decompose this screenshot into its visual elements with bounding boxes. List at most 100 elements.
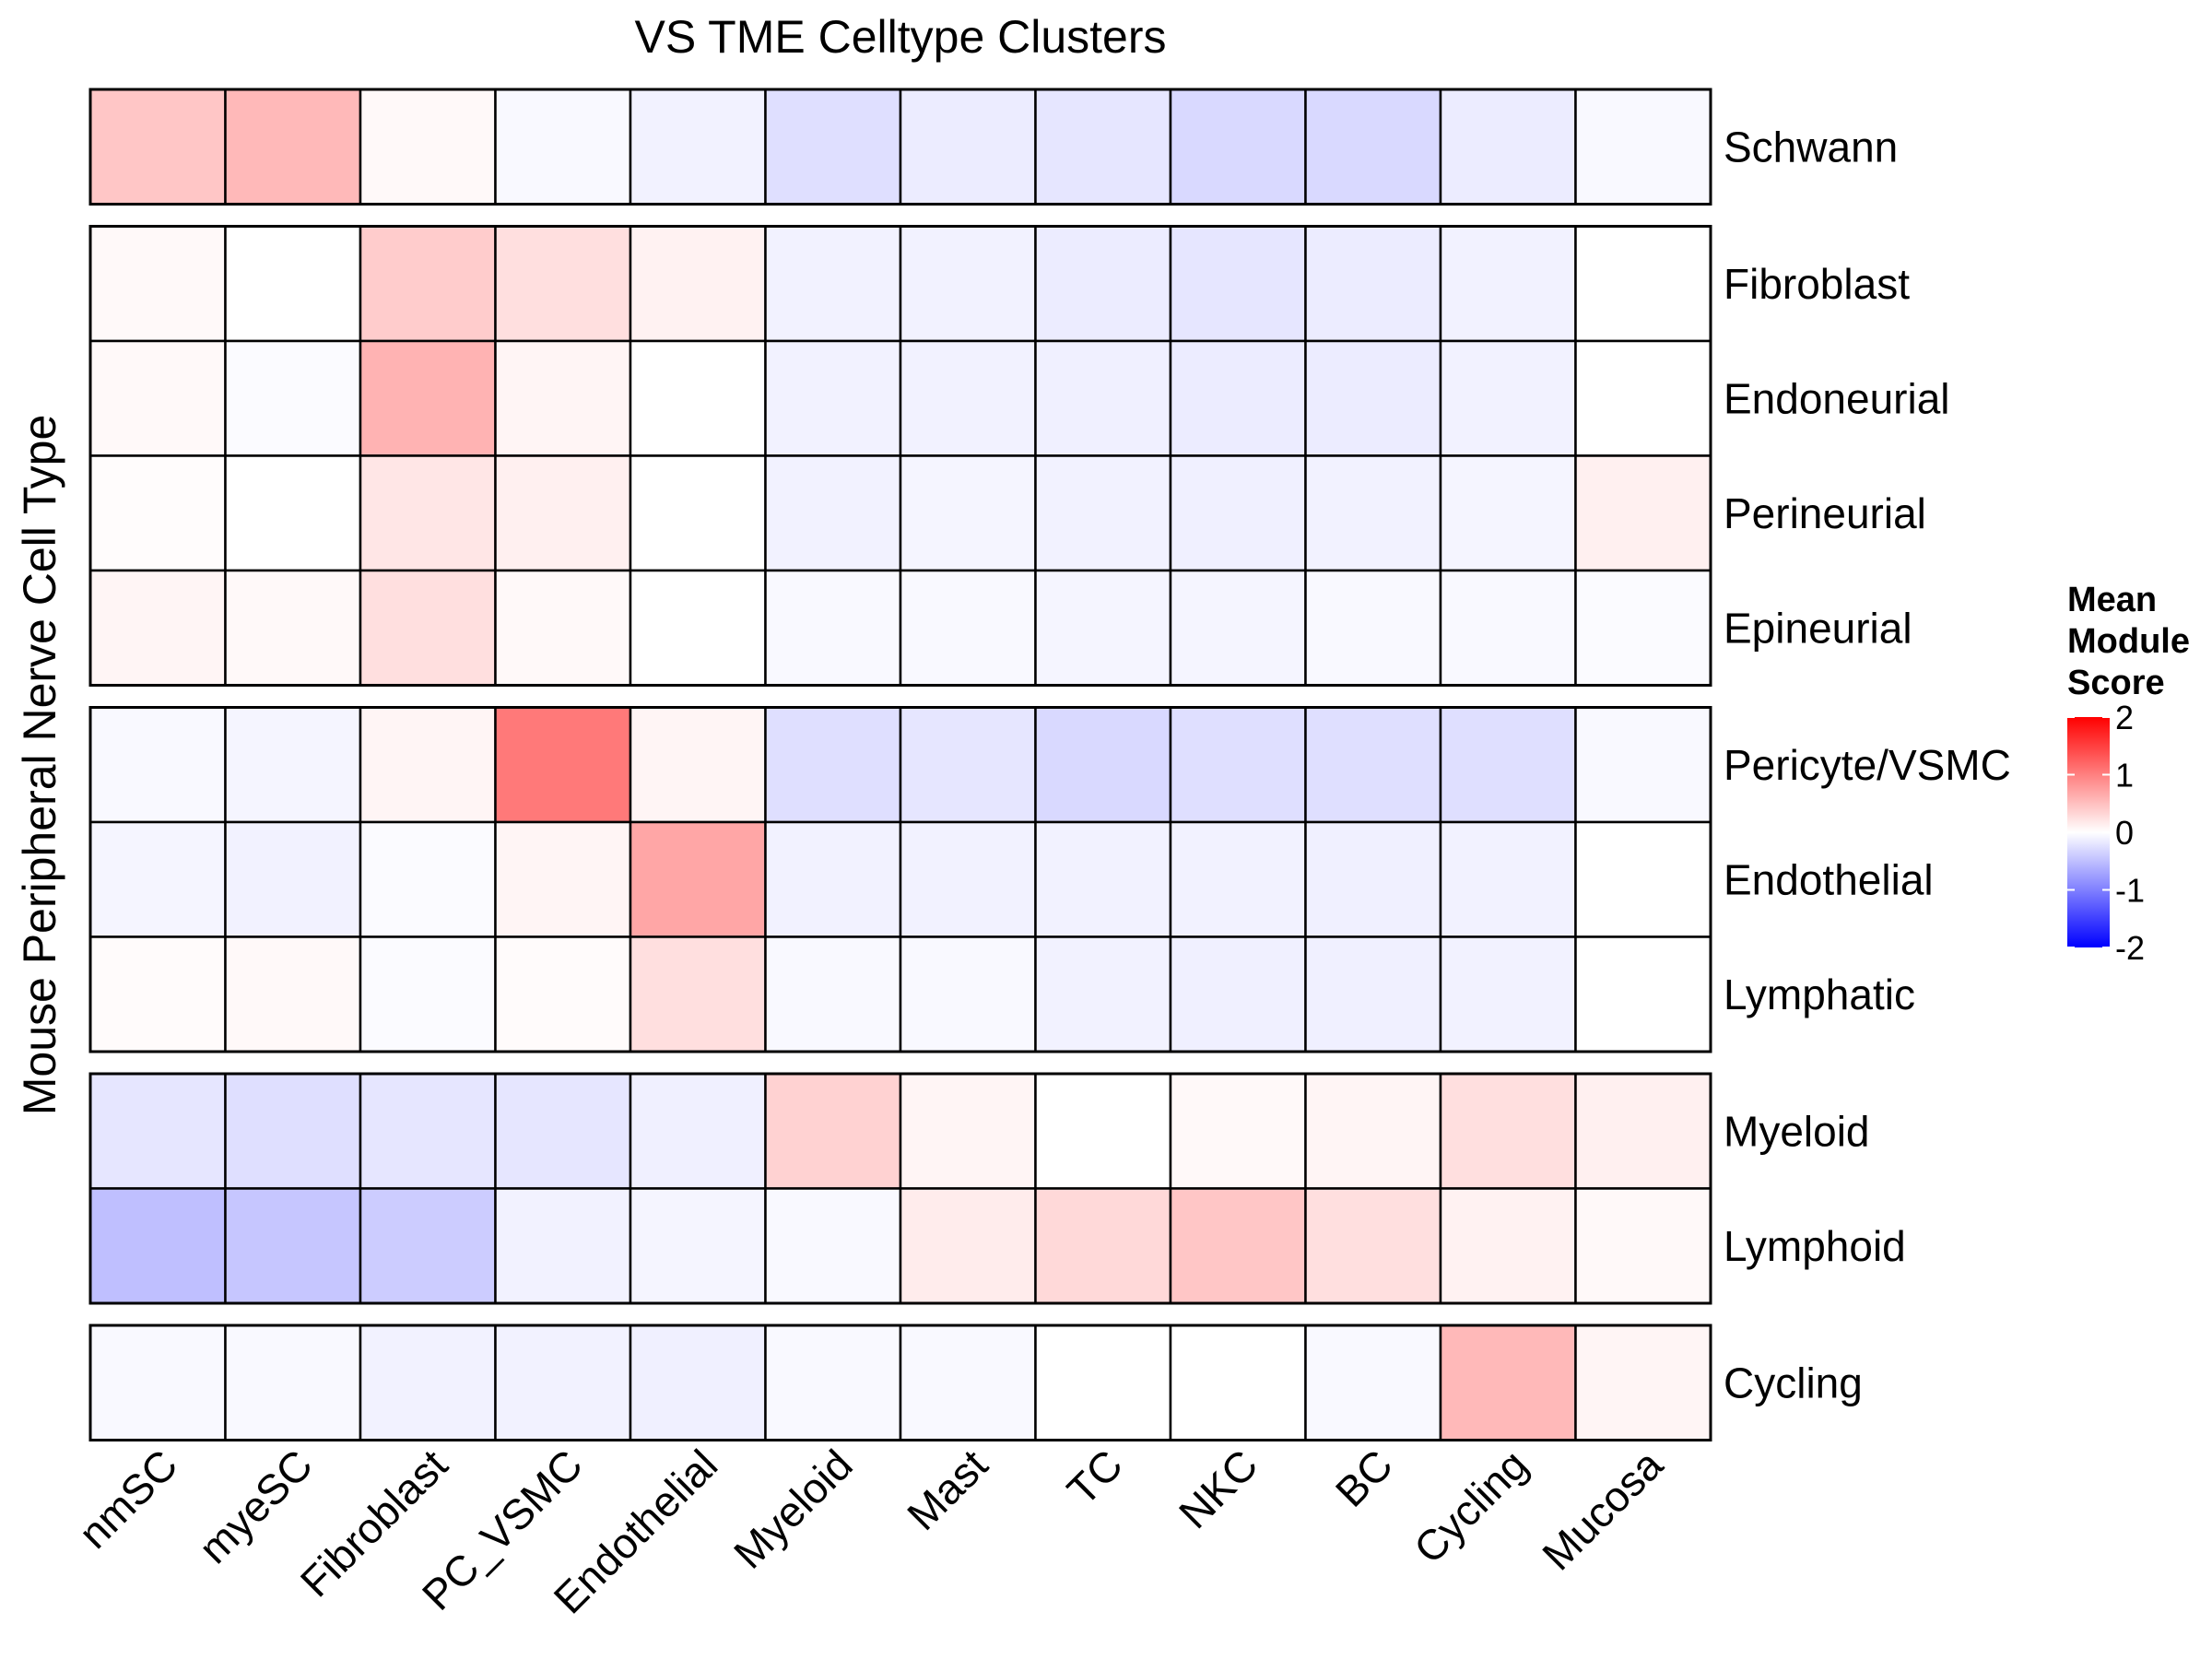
heatmap-cell-epineurial-nkc <box>1169 569 1307 687</box>
heatmap-cell-endothelial-mucosa <box>1574 820 1712 938</box>
heatmap-cell-myeloid-nmsc <box>88 1072 227 1190</box>
heatmap-cell-lymphatic-endothelial <box>629 935 767 1053</box>
heatmap-cell-schwann-cycling <box>1439 88 1577 206</box>
heatmap-cell-pericyte-vsmc-cycling <box>1439 706 1577 824</box>
heatmap-cell-fibroblast-tc <box>1034 225 1172 343</box>
heatmap-cell-lymphatic-mucosa <box>1574 935 1712 1053</box>
row-label-cycling: Cycling <box>1724 1359 1863 1406</box>
heatmap-cell-perineurial-endothelial <box>629 454 767 572</box>
column-label-nkc: NKC <box>1170 1441 1266 1537</box>
heatmap-cell-schwann-nmsc <box>88 88 227 206</box>
row-label-lymphatic: Lymphatic <box>1724 971 1915 1018</box>
heatmap-cell-epineurial-pc-vsmc <box>494 569 632 687</box>
heatmap-cell-lymphatic-myeloid <box>764 935 902 1053</box>
legend-tick-label: 1 <box>2115 757 2134 794</box>
row-group-frame <box>88 225 1712 687</box>
heatmap-cell-fibroblast-mucosa <box>1574 225 1712 343</box>
heatmap-cell-lymphatic-nkc <box>1169 935 1307 1053</box>
heatmap-cell-fibroblast-nmsc <box>88 225 227 343</box>
heatmap-cell-cycling-cycling <box>1439 1324 1577 1441</box>
heatmap-cell-pericyte-vsmc-myesc <box>224 706 362 824</box>
heatmap-cell-endoneurial-pc-vsmc <box>494 339 632 457</box>
heatmap-cell-endoneurial-cycling <box>1439 339 1577 457</box>
heatmap-cell-cycling-mast <box>899 1324 1037 1441</box>
heatmap-cell-schwann-nkc <box>1169 88 1307 206</box>
heatmap-cell-perineurial-mucosa <box>1574 454 1712 572</box>
heatmap-cell-fibroblast-fibroblast <box>359 225 497 343</box>
heatmap-cell-lymphoid-fibroblast <box>359 1187 497 1305</box>
column-label-myeloid: Myeloid <box>724 1441 862 1578</box>
heatmap-cell-endoneurial-myesc <box>224 339 362 457</box>
heatmap-cell-fibroblast-cycling <box>1439 225 1577 343</box>
heatmap-cell-lymphatic-mast <box>899 935 1037 1053</box>
heatmap-cell-perineurial-myesc <box>224 454 362 572</box>
heatmap-cell-lymphoid-mucosa <box>1574 1187 1712 1305</box>
heatmap-cell-epineurial-endothelial <box>629 569 767 687</box>
heatmap-cell-myeloid-cycling <box>1439 1072 1577 1190</box>
row-group-frame <box>88 1072 1712 1305</box>
row-group-frame <box>88 706 1712 1053</box>
row-label-pericyte-vsmc: Pericyte/VSMC <box>1724 741 2011 789</box>
row-label-lymphoid: Lymphoid <box>1724 1222 1906 1270</box>
heatmap-cell-cycling-mucosa <box>1574 1324 1712 1441</box>
legend-title-line: Score <box>2067 664 2165 702</box>
column-labels: nmSC myeSCFibroblastPC_VSMCEndothelialMye… <box>69 1441 1672 1623</box>
heatmap-cell-endothelial-myeloid <box>764 820 902 938</box>
heatmap-cell-pericyte-vsmc-tc <box>1034 706 1172 824</box>
heatmap-cell-schwann-mucosa <box>1574 88 1712 206</box>
heatmap-cell-schwann-tc <box>1034 88 1172 206</box>
heatmap-cell-lymphoid-myesc <box>224 1187 362 1305</box>
heatmap-cell-endothelial-nkc <box>1169 820 1307 938</box>
heatmap-cell-myeloid-endothelial <box>629 1072 767 1190</box>
heatmap-cell-fibroblast-mast <box>899 225 1037 343</box>
heatmap-cell-endothelial-tc <box>1034 820 1172 938</box>
heatmap-cell-epineurial-tc <box>1034 569 1172 687</box>
heatmap-cell-myeloid-myesc <box>224 1072 362 1190</box>
heatmap-cell-cycling-myesc <box>224 1324 362 1441</box>
heatmap-cell-perineurial-tc <box>1034 454 1172 572</box>
heatmap-cell-epineurial-cycling <box>1439 569 1577 687</box>
heatmap-cell-lymphatic-myesc <box>224 935 362 1053</box>
heatmap-cell-cycling-bc <box>1304 1324 1442 1441</box>
heatmap-cell-epineurial-mast <box>899 569 1037 687</box>
heatmap-cell-epineurial-myesc <box>224 569 362 687</box>
heatmap-cell-epineurial-myeloid <box>764 569 902 687</box>
heatmap-cell-myeloid-mucosa <box>1574 1072 1712 1190</box>
heatmap-cell-fibroblast-nkc <box>1169 225 1307 343</box>
heatmap-cell-lymphatic-pc-vsmc <box>494 935 632 1053</box>
heatmap-cell-perineurial-nmsc <box>88 454 227 572</box>
heatmap-cell-endoneurial-nkc <box>1169 339 1307 457</box>
column-label-cycling: Cycling <box>1405 1441 1536 1572</box>
heatmap-cell-endothelial-mast <box>899 820 1037 938</box>
heatmap-cell-pericyte-vsmc-pc-vsmc <box>494 706 632 824</box>
heatmap-cell-endoneurial-mucosa <box>1574 339 1712 457</box>
column-label-myesc: myeSC <box>189 1441 321 1572</box>
heatmap-cell-schwann-fibroblast <box>359 88 497 206</box>
heatmap-cell-endoneurial-tc <box>1034 339 1172 457</box>
heatmap-cell-endothelial-fibroblast <box>359 820 497 938</box>
heatmap-cell-schwann-pc-vsmc <box>494 88 632 206</box>
column-label-nmsc: nmSC <box>69 1441 186 1558</box>
legend-tick-label: 0 <box>2115 814 2134 852</box>
legend-title-line: Mean <box>2067 581 2157 619</box>
column-label-mast: Mast <box>898 1441 996 1539</box>
heatmap-cell-myeloid-fibroblast <box>359 1072 497 1190</box>
heatmap-cell-perineurial-cycling <box>1439 454 1577 572</box>
heatmap-cell-schwann-bc <box>1304 88 1442 206</box>
heatmap-cell-schwann-mast <box>899 88 1037 206</box>
heatmap-cell-myeloid-tc <box>1034 1072 1172 1190</box>
heatmap-cell-cycling-nmsc <box>88 1324 227 1441</box>
heatmap-cell-perineurial-nkc <box>1169 454 1307 572</box>
heatmap-cell-lymphoid-mast <box>899 1187 1037 1305</box>
heatmap-cell-perineurial-myeloid <box>764 454 902 572</box>
heatmap-cell-endothelial-nmsc <box>88 820 227 938</box>
heatmap-cell-lymphoid-tc <box>1034 1187 1172 1305</box>
heatmap-cell-pericyte-vsmc-bc <box>1304 706 1442 824</box>
legend-title-line: Module <box>2067 622 2190 661</box>
heatmap-cell-endothelial-bc <box>1304 820 1442 938</box>
heatmap-cell-perineurial-fibroblast <box>359 454 497 572</box>
heatmap-cell-schwann-myeloid <box>764 88 902 206</box>
y-axis-label: Mouse Peripheral Nerve Cell Type <box>14 415 65 1116</box>
legend-tick-label: -1 <box>2115 872 2145 910</box>
